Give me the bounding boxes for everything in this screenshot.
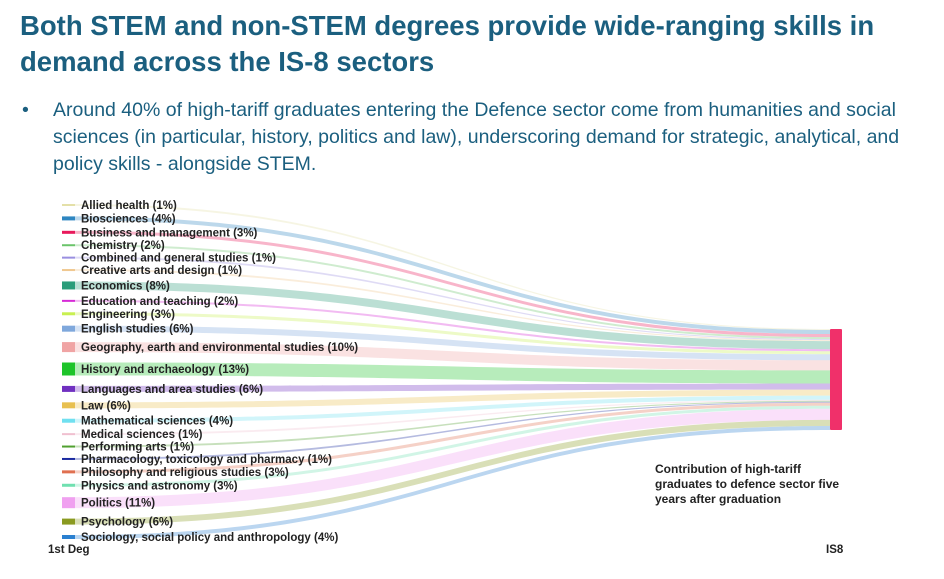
source-node-label: Business and management (3%) bbox=[81, 227, 258, 239]
slide-title: Both STEM and non-STEM degrees provide w… bbox=[20, 10, 875, 77]
sankey-link bbox=[75, 216, 830, 335]
sankey-link bbox=[75, 419, 830, 525]
source-node bbox=[62, 470, 75, 474]
source-node bbox=[62, 299, 75, 302]
sankey-links bbox=[75, 204, 830, 539]
sankey-link bbox=[75, 401, 830, 460]
source-node bbox=[62, 325, 75, 332]
source-node bbox=[62, 216, 75, 221]
source-node-label: Pharmacology, toxicology and pharmacy (1… bbox=[81, 454, 332, 466]
source-node bbox=[62, 256, 75, 259]
sankey-link bbox=[75, 230, 830, 338]
source-node bbox=[62, 385, 75, 392]
source-node bbox=[62, 418, 75, 423]
source-node bbox=[62, 269, 75, 272]
sankey-link bbox=[75, 362, 830, 384]
sankey-link bbox=[75, 256, 830, 341]
source-node bbox=[62, 535, 75, 539]
sankey-link bbox=[75, 269, 830, 342]
sankey-link bbox=[75, 389, 830, 409]
sankey-link bbox=[75, 400, 830, 448]
sankey-link bbox=[75, 299, 830, 352]
source-node-label: Chemistry (2%) bbox=[81, 240, 165, 252]
sankey-nodes bbox=[62, 204, 75, 539]
source-node-label: Philosophy and religious studies (3%) bbox=[81, 467, 289, 479]
source-node bbox=[62, 497, 75, 509]
source-node bbox=[62, 230, 75, 234]
chart-annotation: Contribution of high-tariff graduates to… bbox=[655, 462, 840, 506]
source-node-label: Languages and area studies (6%) bbox=[81, 384, 263, 396]
bullet-text: Around 40% of high-tariff graduates ente… bbox=[53, 99, 900, 175]
sankey-link bbox=[75, 399, 830, 436]
source-node-label: Creative arts and design (1%) bbox=[81, 265, 242, 277]
source-node bbox=[62, 281, 75, 290]
sankey-link bbox=[75, 383, 830, 392]
source-node bbox=[62, 457, 75, 460]
source-node-label: English studies (6%) bbox=[81, 324, 194, 336]
source-node bbox=[62, 342, 75, 353]
source-node-label: Geography, earth and environmental studi… bbox=[81, 342, 358, 354]
source-node bbox=[62, 362, 75, 376]
source-node bbox=[62, 445, 75, 448]
source-node-label: Psychology (6%) bbox=[81, 517, 173, 529]
source-axis-label: 1st Deg bbox=[48, 544, 90, 556]
sankey-link bbox=[75, 425, 830, 539]
sankey-link bbox=[75, 395, 830, 423]
target-node-is8 bbox=[830, 329, 842, 430]
source-node bbox=[62, 402, 75, 409]
source-node bbox=[62, 204, 75, 206]
sankey-link bbox=[75, 312, 830, 355]
source-node-label: Education and teaching (2%) bbox=[81, 296, 238, 308]
source-node bbox=[62, 518, 75, 525]
source-node-label: Combined and general studies (1%) bbox=[81, 253, 276, 265]
source-node-label: Physics and astronomy (3%) bbox=[81, 480, 238, 492]
source-node bbox=[62, 433, 75, 436]
source-node-label: Medical sciences (1%) bbox=[81, 429, 203, 441]
source-node-label: Biosciences (4%) bbox=[81, 213, 176, 225]
bullet-marker: • bbox=[22, 99, 29, 121]
source-node-label: Performing arts (1%) bbox=[81, 442, 194, 454]
source-node-label: Economics (8%) bbox=[81, 280, 170, 292]
sankey-link bbox=[75, 342, 830, 371]
sankey-link bbox=[75, 408, 830, 509]
sankey-link bbox=[75, 325, 830, 361]
source-node-label: Politics (11%) bbox=[81, 498, 155, 510]
target-axis-label: IS8 bbox=[826, 544, 844, 556]
source-node bbox=[62, 483, 75, 487]
source-node bbox=[62, 312, 75, 316]
sankey-link bbox=[75, 281, 830, 350]
sankey-link bbox=[75, 402, 830, 474]
source-node-label: History and archaeology (13%) bbox=[81, 364, 249, 376]
source-node-label: Mathematical sciences (4%) bbox=[81, 416, 233, 428]
source-node-label: Allied health (1%) bbox=[81, 200, 177, 212]
sankey-labels: Allied health (1%)Biosciences (4%) Busine… bbox=[81, 200, 358, 544]
sankey-link bbox=[75, 244, 830, 340]
source-node-label: Sociology, social policy and anthropolog… bbox=[81, 532, 338, 544]
source-node-label: Engineering (3%) bbox=[81, 309, 175, 321]
sankey-link bbox=[75, 204, 830, 331]
source-node-label: Law (6%) bbox=[81, 400, 131, 412]
sankey-link bbox=[75, 405, 830, 487]
source-node bbox=[62, 244, 75, 247]
